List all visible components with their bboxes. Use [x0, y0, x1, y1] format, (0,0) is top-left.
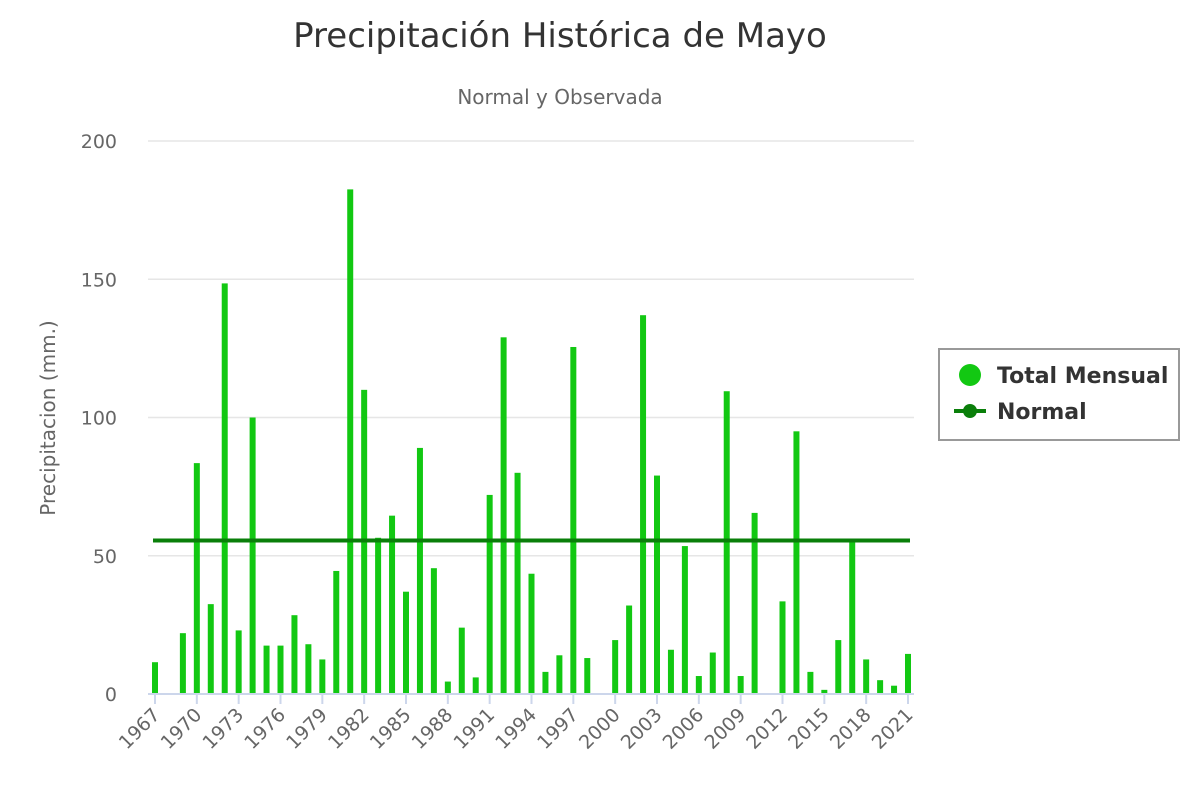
bar-1971[interactable] [207, 604, 214, 694]
bar-2012[interactable] [779, 601, 786, 694]
x-tick-label: 2009 [700, 704, 750, 754]
bar-1996[interactable] [556, 655, 563, 694]
bar-2016[interactable] [835, 640, 842, 694]
bar-1989[interactable] [458, 627, 465, 694]
bar-2005[interactable] [681, 546, 688, 694]
bar-1979[interactable] [319, 659, 326, 694]
y-tick-label: 200 [81, 131, 117, 153]
bar-2017[interactable] [849, 540, 856, 694]
bars-total-mensual [152, 189, 911, 694]
bar-1997[interactable] [570, 346, 577, 694]
bar-2015[interactable] [821, 689, 828, 694]
bar-2006[interactable] [695, 676, 702, 694]
x-tick-label: 2015 [784, 704, 834, 754]
bar-1983[interactable] [375, 537, 382, 694]
bar-1972[interactable] [221, 283, 228, 694]
bar-2021[interactable] [905, 653, 911, 694]
bar-1994[interactable] [528, 573, 535, 694]
bar-1978[interactable] [305, 644, 312, 694]
bar-2014[interactable] [807, 671, 814, 694]
x-tick-label: 1991 [449, 704, 499, 754]
x-tick-label: 2003 [617, 704, 667, 754]
chart-title: Precipitación Histórica de Mayo [293, 16, 827, 56]
bar-2020[interactable] [891, 685, 898, 694]
bar-1987[interactable] [430, 568, 437, 694]
bar-1975[interactable] [263, 645, 270, 694]
x-tick-label: 1982 [324, 704, 374, 754]
bar-2002[interactable] [640, 315, 647, 694]
x-tick-label: 2000 [575, 704, 625, 754]
y-tick-label: 0 [105, 684, 117, 706]
bar-2003[interactable] [654, 475, 660, 694]
chart-subtitle: Normal y Observada [457, 85, 662, 109]
bar-1985[interactable] [403, 591, 409, 694]
x-tick-label: 1979 [282, 704, 332, 754]
bar-1981[interactable] [347, 189, 354, 694]
x-tick-label: 1970 [157, 704, 207, 754]
y-tick-label: 100 [81, 408, 117, 430]
x-tick-label: 1967 [115, 704, 165, 754]
x-tick-label: 1985 [366, 704, 416, 754]
bar-1977[interactable] [291, 615, 298, 694]
bar-1969[interactable] [179, 633, 186, 694]
bar-1986[interactable] [416, 447, 423, 694]
bar-2000[interactable] [612, 640, 619, 694]
bar-2009[interactable] [737, 676, 744, 694]
bar-2019[interactable] [877, 680, 884, 694]
bar-1995[interactable] [542, 671, 549, 694]
legend-label-total-mensual[interactable]: Total Mensual [997, 364, 1168, 389]
x-tick-label: 1994 [491, 704, 541, 754]
x-tick-label: 2012 [742, 704, 792, 754]
x-tick-label: 1997 [533, 704, 583, 754]
bar-1993[interactable] [514, 472, 521, 694]
bar-1988[interactable] [444, 681, 451, 694]
legend-symbol-total-mensual [959, 364, 981, 386]
bar-1976[interactable] [277, 645, 284, 694]
y-tick-label: 150 [81, 269, 117, 291]
bar-1984[interactable] [389, 515, 396, 694]
legend-symbol-normal [963, 404, 977, 418]
x-tick-label: 2006 [659, 704, 709, 754]
bar-1967[interactable] [152, 662, 158, 694]
x-tick-label: 1973 [198, 704, 248, 754]
x-tick-label: 1988 [408, 704, 458, 754]
bar-1973[interactable] [235, 630, 242, 694]
bar-1970[interactable] [193, 463, 200, 694]
bar-2004[interactable] [667, 649, 674, 694]
bar-2010[interactable] [751, 512, 758, 694]
bar-2013[interactable] [793, 431, 800, 694]
legend-box [938, 348, 1180, 441]
bar-1990[interactable] [472, 677, 479, 694]
y-tick-label: 50 [93, 546, 117, 568]
bar-1991[interactable] [486, 494, 493, 694]
x-tick-label: 2018 [826, 704, 876, 754]
bar-1998[interactable] [584, 658, 591, 694]
bar-1992[interactable] [500, 337, 507, 694]
bar-2018[interactable] [863, 659, 870, 694]
legend[interactable]: Total Mensual Normal [938, 348, 1180, 441]
y-axis-label: Precipitacion (mm.) [36, 320, 60, 515]
y-tick-labels: 0 50 100 150 200 [81, 131, 117, 706]
x-tick-label: 1976 [240, 704, 290, 754]
gridlines [148, 140, 914, 557]
bar-1980[interactable] [333, 570, 340, 694]
bar-1974[interactable] [249, 417, 256, 695]
x-axis: 1967197019731976197919821985198819911994… [115, 693, 918, 754]
bar-2007[interactable] [709, 652, 716, 694]
bar-2001[interactable] [626, 605, 633, 694]
bar-2008[interactable] [723, 391, 730, 694]
x-tick-label: 2021 [868, 704, 918, 754]
legend-label-normal[interactable]: Normal [997, 400, 1087, 425]
